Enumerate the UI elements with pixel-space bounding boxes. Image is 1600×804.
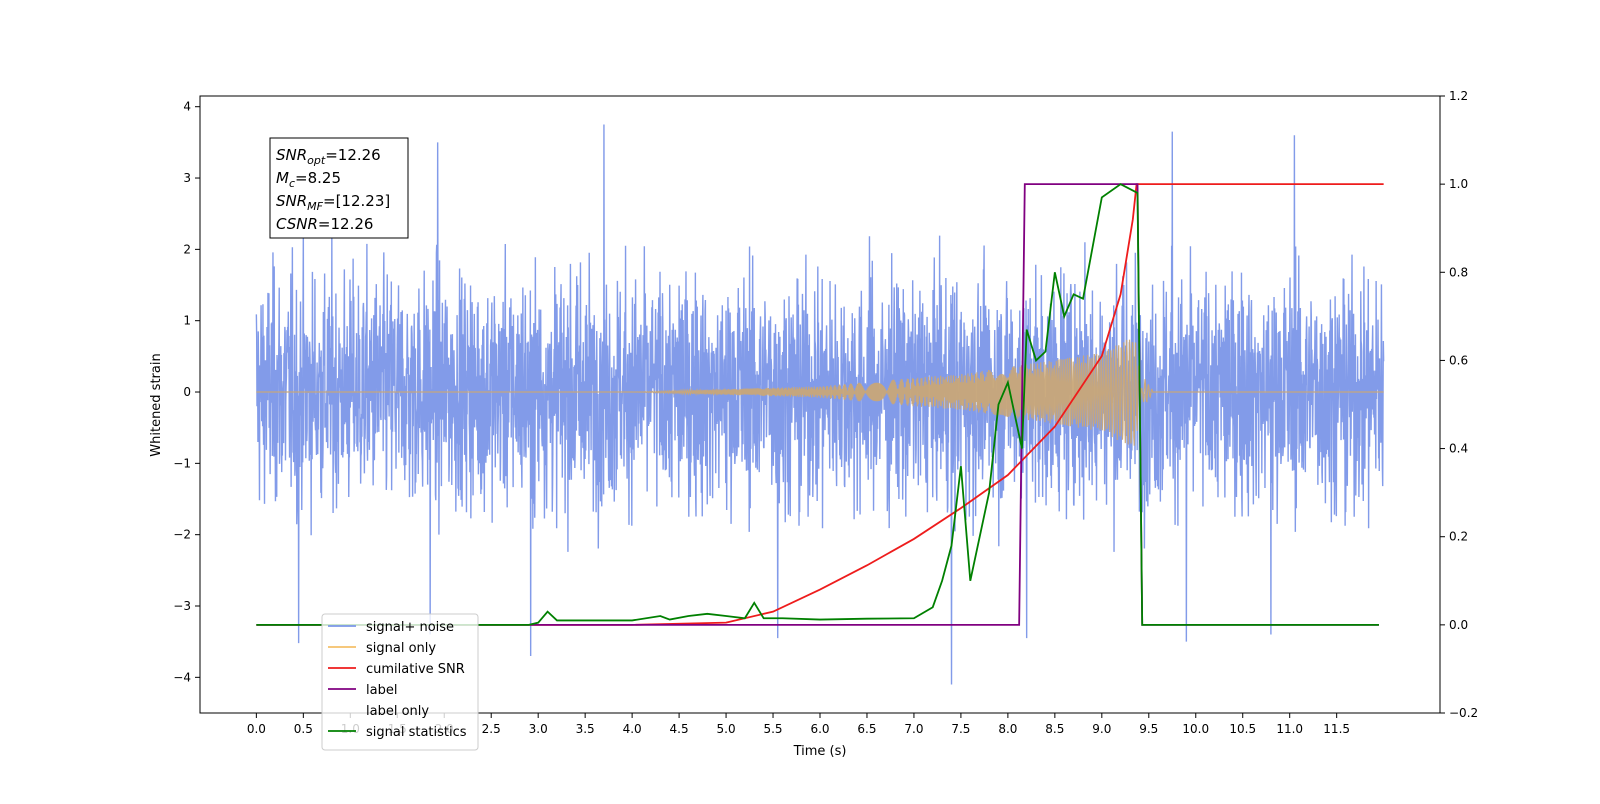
annotation-base: SNR <box>276 146 307 164</box>
y-left-tick-label: 4 <box>183 100 191 114</box>
annotation-line: CSNR=12.26 <box>276 215 373 233</box>
annotation-sub: opt <box>307 154 326 167</box>
plot-area <box>255 124 1385 685</box>
x-tick-label: 2.5 <box>482 722 501 736</box>
x-tick-label: 5.0 <box>717 722 736 736</box>
x-tick-label: 5.5 <box>763 722 782 736</box>
x-tick-label: 4.5 <box>670 722 689 736</box>
series-cumilative-snr <box>256 183 1384 626</box>
annotation-base: M <box>276 169 289 187</box>
x-tick-label: 9.5 <box>1139 722 1158 736</box>
x-tick-label: 3.5 <box>576 722 595 736</box>
y-right-tick-label: 0.4 <box>1449 442 1468 456</box>
x-tick-label: 0.0 <box>247 722 266 736</box>
annotation-line: SNRopt=12.26 <box>276 146 381 167</box>
legend-entry: label only <box>366 704 429 719</box>
y-left-tick-label: 2 <box>183 242 191 256</box>
x-tick-label: 3.0 <box>529 722 548 736</box>
annotation-line: SNRMF=[12.23] <box>276 192 390 213</box>
annotation-sub: c <box>289 177 295 190</box>
x-tick-label: 7.5 <box>951 722 970 736</box>
y-right-tick-label: 1.2 <box>1449 89 1468 103</box>
x-tick-label: 0.5 <box>294 722 313 736</box>
x-tick-label: 6.0 <box>810 722 829 736</box>
y-left-tick-label: −1 <box>173 456 191 470</box>
legend-entry: signal+ noise <box>366 620 454 635</box>
y-right-tick-label: 0.2 <box>1449 530 1468 544</box>
y-axis-left: 4 3 2 1 0 −1 −2 −3 −4 <box>173 100 200 684</box>
x-tick-label: 8.0 <box>998 722 1017 736</box>
annotation-base: CSNR <box>276 215 318 233</box>
y-left-tick-label: −4 <box>173 670 191 684</box>
annotation-value: =8.25 <box>295 169 341 187</box>
legend-entry: signal only <box>366 641 436 656</box>
annotation-base: SNR <box>276 192 307 210</box>
y-right-tick-label: 1.0 <box>1449 177 1468 191</box>
y-right-tick-label: 0.6 <box>1449 353 1468 367</box>
y-axis-right: 1.2 1.0 0.8 0.6 0.4 0.2 0.0 −0.2 <box>1440 89 1478 720</box>
legend-entry: signal statistics <box>366 725 467 740</box>
x-tick-label: 11.0 <box>1276 722 1303 736</box>
annotation-value: =12.26 <box>325 146 381 164</box>
x-tick-label: 8.5 <box>1045 722 1064 736</box>
series-signal-noise <box>255 124 1385 685</box>
y-axis-label: Whitened strain <box>149 353 164 456</box>
x-tick-label: 6.5 <box>857 722 876 736</box>
y-left-tick-label: −3 <box>173 599 191 613</box>
y-right-tick-label: 0.8 <box>1449 265 1468 279</box>
x-tick-label: 9.0 <box>1092 722 1111 736</box>
x-tick-label: 7.0 <box>904 722 923 736</box>
x-tick-label: 10.5 <box>1229 722 1256 736</box>
annotation-sub: MF <box>307 200 323 213</box>
annotation-value: =12.26 <box>318 215 374 233</box>
legend-entry: cumilative SNR <box>366 662 465 677</box>
y-left-tick-label: 3 <box>183 171 191 185</box>
x-tick-label: 10.0 <box>1182 722 1209 736</box>
x-axis-label: Time (s) <box>793 744 847 759</box>
annotation-box: SNRopt=12.26Mc=8.25SNRMF=[12.23]CSNR=12.… <box>269 137 409 239</box>
annotation-value: =[12.23] <box>323 192 390 210</box>
x-tick-label: 4.0 <box>623 722 642 736</box>
annotation-frame <box>269 137 409 239</box>
y-right-tick-label: −0.2 <box>1449 706 1478 720</box>
y-left-tick-label: 0 <box>183 385 191 399</box>
annotation-line: Mc=8.25 <box>276 169 341 190</box>
series-signal-only <box>256 339 1384 446</box>
y-right-tick-label: 0.0 <box>1449 618 1468 632</box>
legend-frame <box>321 613 479 751</box>
y-left-tick-label: −2 <box>173 528 191 542</box>
legend: signal+ noise signal only cumilative SNR la… <box>321 613 479 751</box>
series-signal-statistics <box>256 183 1379 626</box>
legend-entry: label <box>366 683 397 698</box>
x-tick-label: 11.5 <box>1323 722 1350 736</box>
y-left-tick-label: 1 <box>183 314 191 328</box>
